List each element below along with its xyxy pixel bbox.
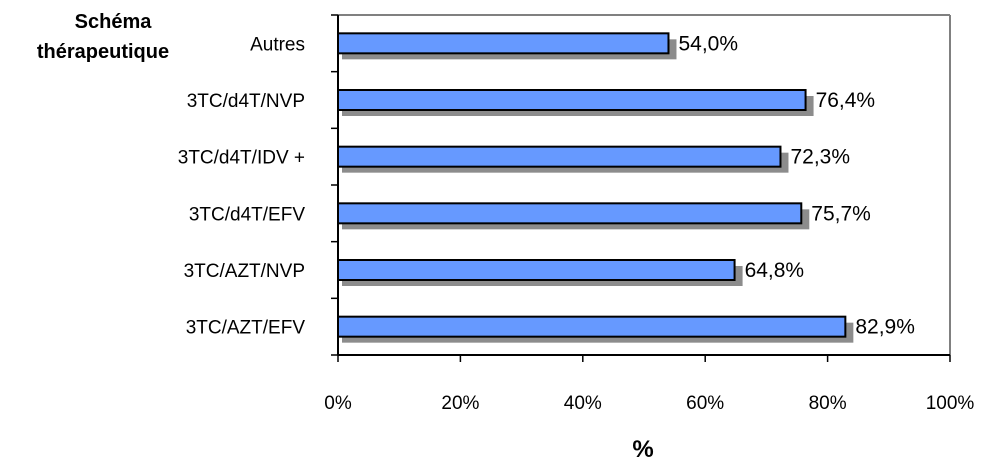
data-label: 54,0% (678, 32, 738, 55)
x-axis-title: % (632, 436, 653, 463)
x-tick-label: 20% (441, 393, 479, 414)
bar (337, 315, 847, 338)
data-label: 64,8% (745, 259, 805, 282)
category-label: 3TC/AZT/EFV (186, 318, 306, 339)
category-label: 3TC/d4T/EFV (189, 204, 305, 225)
category-label: Autres (250, 34, 305, 55)
category-label: 3TC/d4T/IDV + (178, 148, 305, 169)
bar (337, 32, 670, 55)
x-tick-label: 40% (564, 393, 602, 414)
x-tick-label: 0% (324, 393, 352, 414)
bar (337, 145, 782, 168)
bar (337, 259, 736, 281)
x-tick-label: 80% (809, 393, 847, 414)
x-tick-label: 100% (926, 393, 975, 414)
y-axis-title-line-2: thérapeutique (37, 41, 169, 63)
bar (337, 89, 807, 111)
y-axis-title-line-1: Schéma (75, 11, 153, 33)
x-tick-label: 60% (686, 393, 724, 414)
bar (337, 202, 803, 225)
category-label: 3TC/d4T/NVP (187, 91, 305, 112)
data-label: 72,3% (790, 146, 850, 169)
data-label: 82,9% (855, 316, 915, 339)
category-label: 3TC/AZT/NVP (184, 261, 305, 282)
data-label: 76,4% (816, 89, 876, 112)
data-label: 75,7% (811, 202, 871, 225)
